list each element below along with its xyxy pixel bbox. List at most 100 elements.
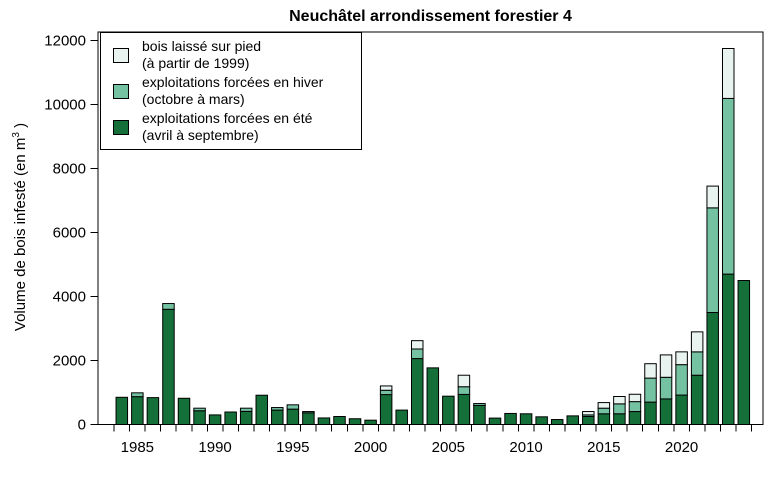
y-tick-label: 2000	[53, 353, 86, 370]
bar-segment-1990-ete	[208, 414, 222, 425]
x-tick-label: 2020	[665, 439, 698, 456]
bar-segment-1986-ete	[146, 397, 160, 425]
bar-segment-1999-ete	[348, 418, 362, 425]
bar-segment-2003-ete	[411, 358, 424, 425]
bar-segment-2011-ete	[535, 416, 548, 426]
bar-segment-2001-hiver	[379, 389, 393, 396]
bar-segment-1985-hiver	[131, 392, 144, 398]
bar-segment-1992-hiver	[239, 407, 253, 412]
bar-segment-1993-ete	[255, 394, 268, 426]
legend-entry-bois-laisse: bois laissé sur pied (à partir de 1999)	[113, 38, 361, 72]
x-tick-label: 1990	[198, 439, 231, 456]
bar-segment-2021-hiver	[690, 351, 704, 376]
bar-segment-2018-blanc	[644, 363, 657, 379]
bar-segment-1984-ete	[115, 396, 129, 425]
bar-segment-1992-ete	[239, 410, 253, 426]
bar-segment-2017-blanc	[628, 393, 642, 403]
x-tick-label: 2015	[587, 439, 620, 456]
bar-segment-2023-blanc	[722, 48, 735, 99]
bar-segment-1995-ete	[286, 408, 300, 426]
bar-segment-2014-blanc	[582, 411, 595, 416]
bar-segment-2007-hiver	[473, 403, 486, 406]
y-tick-label: 12000	[44, 33, 86, 50]
legend-label-blanc-line2: (à partir de 1999)	[142, 55, 250, 71]
x-tick-label: 2000	[354, 439, 387, 456]
bar-segment-2023-ete	[722, 273, 735, 425]
bar-segment-2007-ete	[473, 404, 486, 425]
bar-segment-2009-ete	[504, 412, 517, 425]
y-tick-label: 6000	[53, 225, 86, 242]
bar-segment-2019-ete	[659, 398, 673, 425]
bar-segment-2022-hiver	[706, 207, 719, 313]
bar-segment-2006-hiver	[457, 386, 471, 395]
bar-segment-1994-hiver	[271, 407, 284, 411]
bar-segment-2014-ete	[582, 416, 595, 425]
bar-segment-2020-blanc	[675, 351, 688, 366]
bar-segment-2016-hiver	[613, 403, 626, 415]
bar-segment-2017-ete	[628, 411, 642, 426]
y-tick-label: 10000	[44, 97, 86, 114]
bar-segment-2021-ete	[690, 374, 704, 425]
legend-label-ete: exploitations forcées en été (avril à se…	[142, 110, 312, 144]
bar-segment-2024-ete	[737, 280, 751, 425]
bar-segment-1987-ete	[162, 308, 175, 425]
legend-entry-ete: exploitations forcées en été (avril à se…	[113, 110, 361, 144]
bar-segment-2022-ete	[706, 312, 719, 425]
bar-segment-1996-ete	[302, 412, 315, 426]
bar-segment-1989-hiver	[193, 407, 206, 412]
bar-segment-2001-blanc	[379, 385, 393, 391]
bar-segment-1991-ete	[224, 411, 237, 425]
bar-segment-2000-ete	[364, 419, 377, 425]
bar-segment-2004-ete	[426, 367, 440, 425]
legend-box: bois laissé sur pied (à partir de 1999) …	[100, 32, 362, 150]
bar-segment-2022-blanc	[706, 185, 719, 209]
bar-segment-2001-ete	[379, 394, 393, 425]
bar-segment-1989-ete	[193, 410, 206, 425]
bar-segment-1996-hiver	[302, 411, 315, 414]
bar-segment-2015-blanc	[597, 402, 611, 409]
legend-label-ete-line2: (avril à septembre)	[142, 127, 259, 143]
legend-entry-hiver: exploitations forcées en hiver (octobre …	[113, 74, 361, 108]
bar-segment-2016-ete	[613, 413, 626, 425]
y-axis-label: Volume de bois infesté (en m3 )	[11, 123, 29, 331]
bar-segment-1985-ete	[131, 396, 144, 426]
bar-segment-1988-ete	[177, 397, 191, 426]
legend-label-hiver-line2: (octobre à mars)	[142, 91, 245, 107]
y-tick-label: 0	[78, 417, 86, 434]
bar-segment-1994-ete	[271, 409, 284, 426]
bar-segment-1987-hiver	[162, 303, 175, 310]
bar-segment-2020-hiver	[675, 364, 688, 396]
x-tick-label: 2010	[509, 439, 542, 456]
x-tick-label: 1995	[276, 439, 309, 456]
bar-segment-2015-ete	[597, 413, 611, 425]
legend-label-blanc-line1: bois laissé sur pied	[142, 38, 262, 54]
y-axis-label-sup: 3	[11, 132, 22, 138]
bar-segment-2005-ete	[442, 395, 455, 425]
bar-segment-2018-ete	[644, 401, 657, 426]
bar-segment-2021-blanc	[690, 331, 704, 353]
bar-segment-2018-hiver	[644, 377, 657, 403]
bar-segment-2013-ete	[566, 415, 579, 425]
bar-segment-2020-ete	[675, 394, 688, 425]
bar-segment-2017-hiver	[628, 401, 642, 413]
chart-title: Neuchâtel arrondissement forestier 4	[289, 8, 572, 25]
y-axis-label-suffix: )	[12, 122, 29, 133]
bar-segment-1997-ete	[317, 417, 331, 426]
legend-label-hiver-line1: exploitations forcées en hiver	[142, 74, 324, 90]
bar-segment-2010-ete	[519, 413, 533, 425]
bar-segment-2006-blanc	[457, 374, 471, 388]
bar-segment-2008-ete	[488, 417, 502, 426]
bar-segment-1995-hiver	[286, 404, 300, 410]
bar-segment-2003-hiver	[411, 348, 424, 360]
x-tick-label: 2005	[432, 439, 465, 456]
bar-segment-2019-blanc	[659, 354, 673, 378]
y-axis-label-text: Volume de bois infesté (en m	[12, 137, 29, 332]
legend-label-ete-line1: exploitations forcées en été	[142, 110, 313, 126]
legend-label-blanc: bois laissé sur pied (à partir de 1999)	[142, 38, 261, 72]
bar-segment-2003-blanc	[411, 340, 424, 350]
bar-segment-2006-ete	[457, 393, 471, 426]
bar-segment-2023-hiver	[722, 97, 735, 275]
y-tick-label: 4000	[53, 289, 86, 306]
bar-segment-1998-ete	[333, 416, 346, 425]
